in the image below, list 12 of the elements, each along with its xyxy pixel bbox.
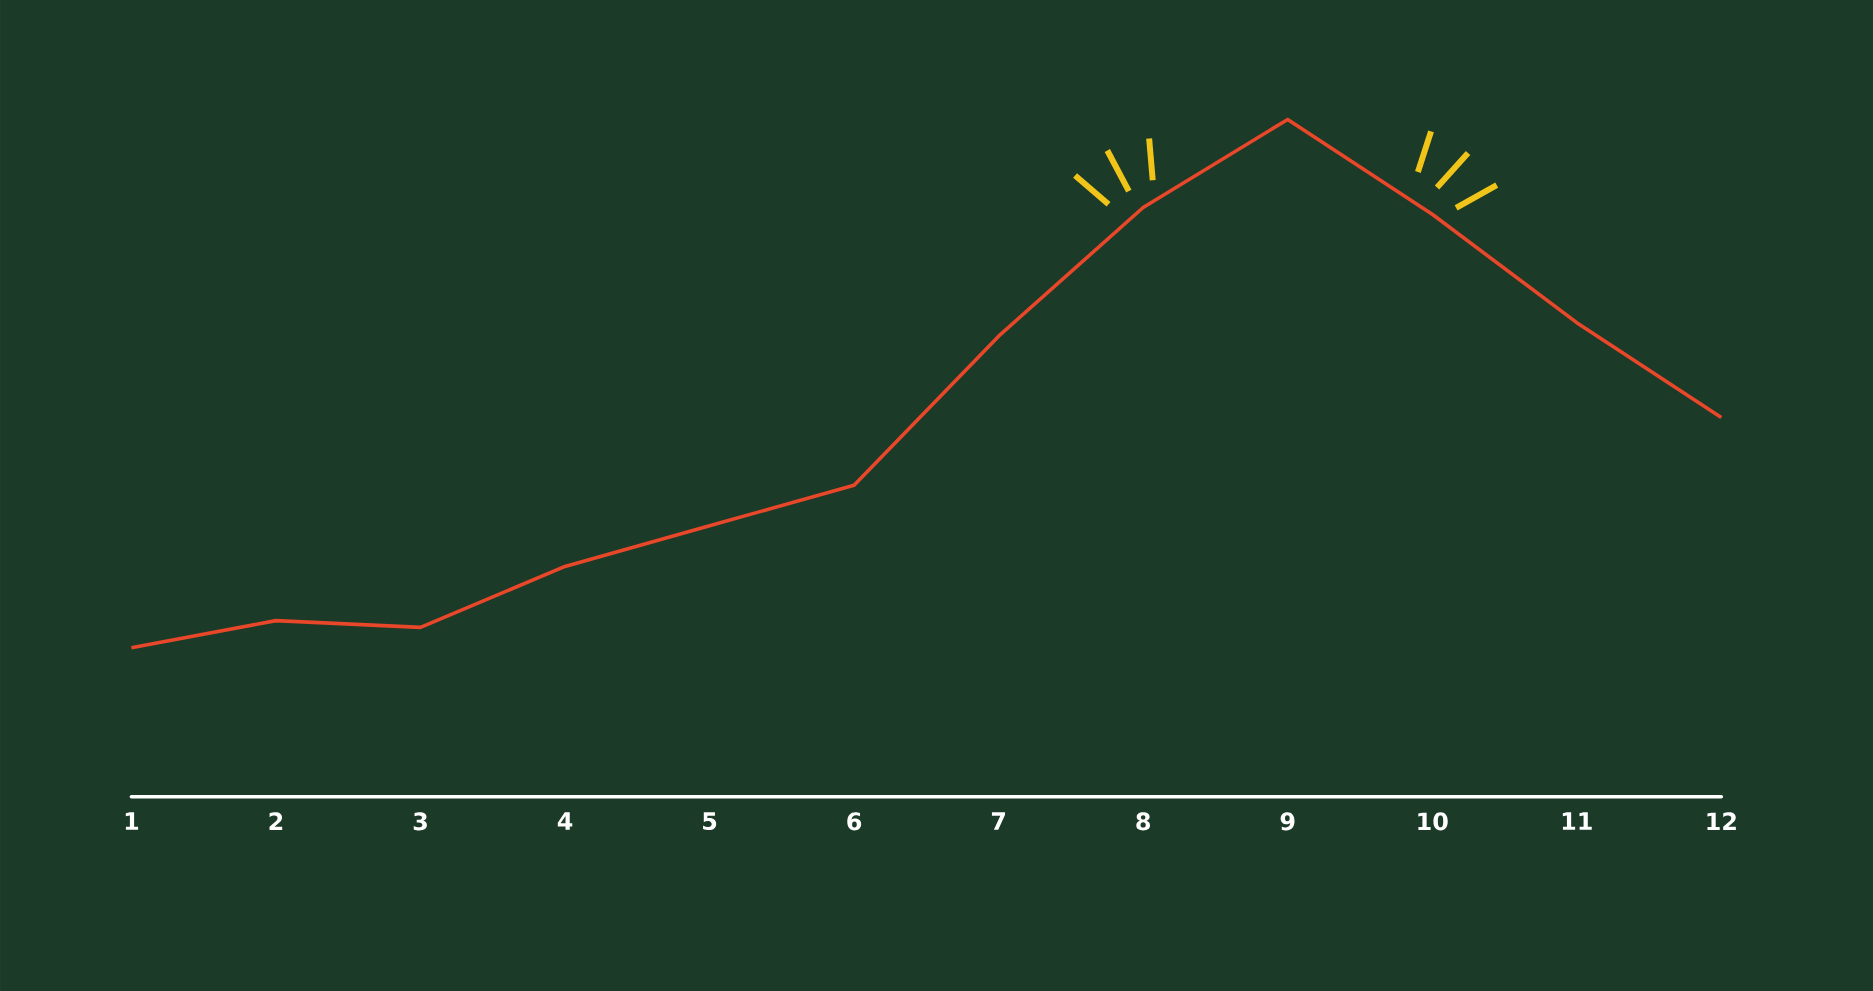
x-tick-label: 1 (125, 812, 139, 830)
x-tick-label: 12 (1707, 812, 1736, 830)
x-tick-label: 8 (1136, 812, 1150, 831)
x-tick-label: 10 (1418, 812, 1448, 831)
x-tick-label: 7 (991, 812, 1006, 830)
x-tick-label: 4 (557, 812, 573, 830)
x-tick-label: 6 (847, 812, 862, 831)
x-tick-label: 3 (413, 812, 427, 831)
x-tick-label: 9 (1280, 812, 1295, 831)
x-tick-label: 11 (1562, 812, 1592, 830)
x-tick-label: 2 (269, 812, 283, 830)
x-tick-label: 5 (703, 812, 717, 830)
